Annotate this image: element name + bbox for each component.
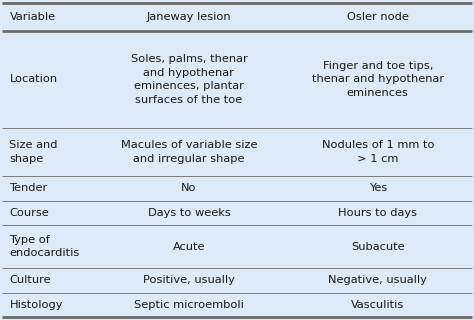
Text: Type of
endocarditis: Type of endocarditis bbox=[9, 235, 80, 258]
Text: Size and
shape: Size and shape bbox=[9, 140, 58, 164]
Text: Variable: Variable bbox=[9, 12, 55, 22]
Text: Septic microemboli: Septic microemboli bbox=[134, 300, 244, 310]
Text: Subacute: Subacute bbox=[351, 242, 405, 252]
Text: No: No bbox=[181, 183, 197, 194]
Text: Tender: Tender bbox=[9, 183, 48, 194]
Text: Janeway lesion: Janeway lesion bbox=[146, 12, 231, 22]
Text: Negative, usually: Negative, usually bbox=[328, 276, 427, 285]
Text: Course: Course bbox=[9, 208, 49, 218]
Text: Macules of variable size
and irregular shape: Macules of variable size and irregular s… bbox=[121, 140, 257, 164]
Text: Soles, palms, thenar
and hypothenar
eminences, plantar
surfaces of the toe: Soles, palms, thenar and hypothenar emin… bbox=[130, 54, 247, 105]
Text: Nodules of 1 mm to
> 1 cm: Nodules of 1 mm to > 1 cm bbox=[321, 140, 434, 164]
Text: Vasculitis: Vasculitis bbox=[351, 300, 404, 310]
Text: Osler node: Osler node bbox=[347, 12, 409, 22]
Text: Yes: Yes bbox=[369, 183, 387, 194]
Text: Finger and toe tips,
thenar and hypothenar
eminences: Finger and toe tips, thenar and hypothen… bbox=[312, 61, 444, 98]
Text: Positive, usually: Positive, usually bbox=[143, 276, 235, 285]
Text: Acute: Acute bbox=[173, 242, 205, 252]
Text: Histology: Histology bbox=[9, 300, 63, 310]
Text: Days to weeks: Days to weeks bbox=[147, 208, 230, 218]
Text: Location: Location bbox=[9, 75, 58, 84]
Text: Hours to days: Hours to days bbox=[338, 208, 417, 218]
Text: Culture: Culture bbox=[9, 276, 51, 285]
